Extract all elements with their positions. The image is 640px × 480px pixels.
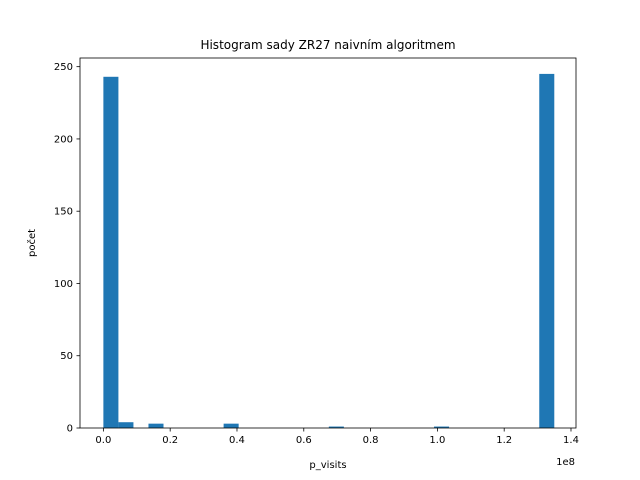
x-axis-label: p_visits xyxy=(309,460,346,471)
x-tick-label: 0.8 xyxy=(363,435,379,446)
y-tick-label: 100 xyxy=(54,279,73,290)
x-tick-label: 0.6 xyxy=(296,435,312,446)
x-tick-label: 1.2 xyxy=(496,435,512,446)
x-tick-label: 1.0 xyxy=(429,435,445,446)
histogram-bar-0 xyxy=(103,76,119,428)
histogram-bar-8 xyxy=(223,423,239,428)
x-tick-label: 0.4 xyxy=(229,435,245,446)
x-tick-label: 1.4 xyxy=(563,435,579,446)
y-tick-label: 50 xyxy=(60,351,73,362)
x-axis: 0.0 0.2 0.4 0.6 0.8 1.0 1.2 1.4 xyxy=(95,428,579,446)
y-tick-label: 0 xyxy=(67,424,73,435)
histogram-bar-3 xyxy=(148,423,164,428)
histogram-bar-15 xyxy=(328,426,344,428)
histogram-bar-1 xyxy=(118,422,134,428)
y-axis-label: počet xyxy=(26,229,38,257)
chart-title: Histogram sady ZR27 naivním algoritmem xyxy=(200,38,455,52)
histogram-bar-29 xyxy=(539,73,555,429)
x-offset-label: 1e8 xyxy=(556,457,575,468)
y-tick-label: 250 xyxy=(54,62,73,73)
y-tick-label: 150 xyxy=(54,207,73,218)
x-tick-label: 0.0 xyxy=(95,435,111,446)
bars-layer xyxy=(103,73,555,429)
y-tick-label: 200 xyxy=(54,134,73,145)
histogram-bar-22 xyxy=(434,426,450,428)
x-tick-label: 0.2 xyxy=(162,435,178,446)
plot-frame xyxy=(79,57,577,429)
y-axis: 0 50 100 150 200 250 xyxy=(54,62,80,435)
